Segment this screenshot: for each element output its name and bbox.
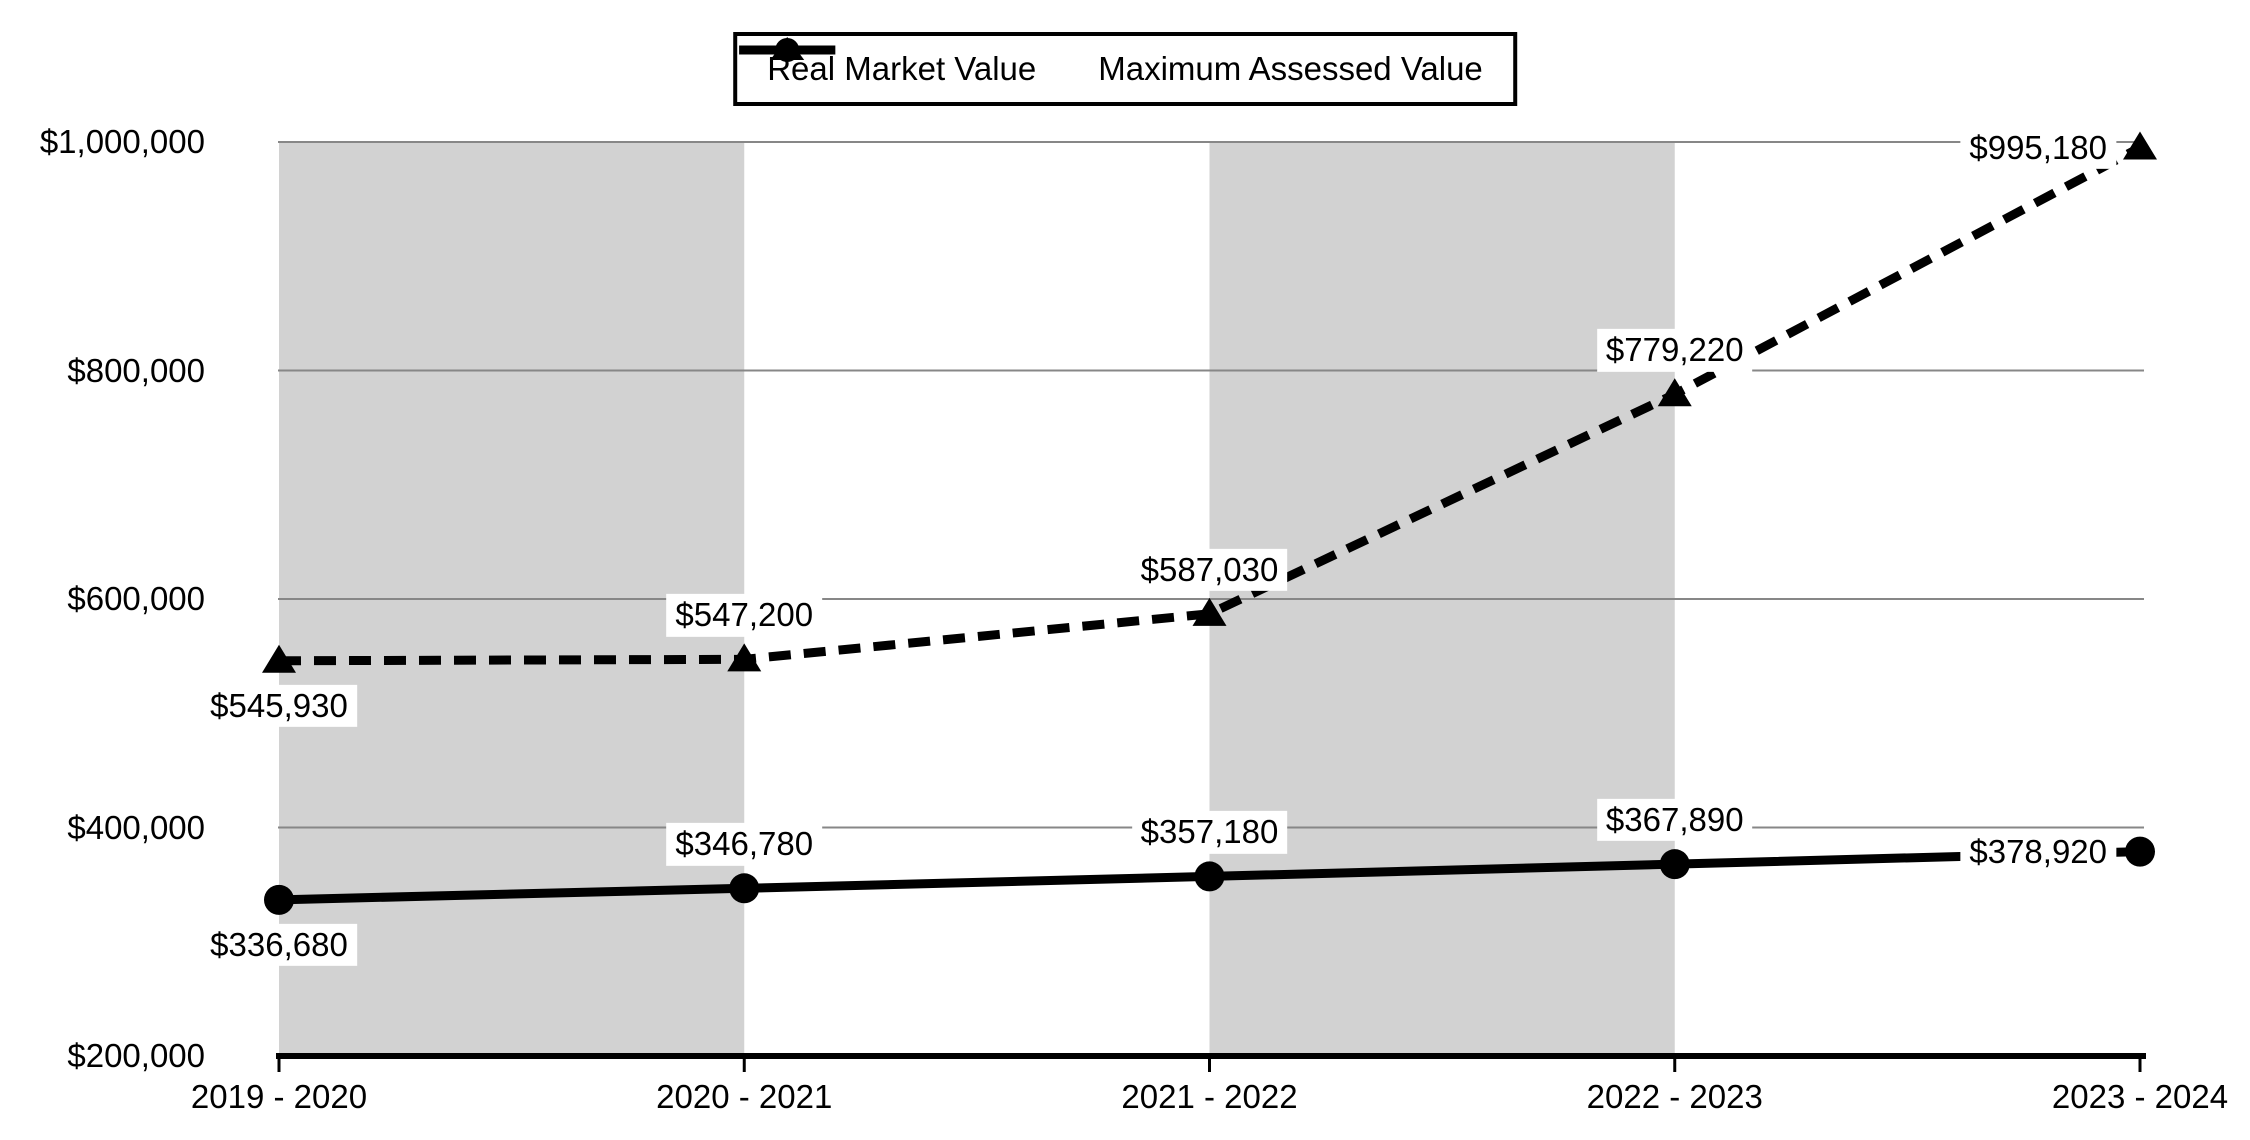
marker-circle	[264, 884, 294, 915]
x-axis-label: 2019 - 2020	[190, 1078, 368, 1115]
marker-triangle	[1192, 597, 1227, 626]
y-axis-label: $600,000	[67, 580, 205, 617]
marker-triangle	[2123, 131, 2157, 160]
data-label-maximum-assessed-value: $378,920	[1960, 830, 2116, 873]
data-label-real-market-value: $995,180	[1960, 126, 2116, 169]
data-label-real-market-value: $547,200	[666, 594, 823, 637]
data-label-real-market-value: $545,930	[201, 684, 357, 727]
data-label-real-market-value: $779,220	[1596, 329, 1753, 372]
y-axis-label: $800,000	[67, 351, 205, 389]
chart-legend: Real Market Value Maximum Assessed Value	[733, 32, 1517, 106]
y-axis-label: $200,000	[67, 1037, 205, 1074]
x-axis-label: 2023 - 2024	[2051, 1078, 2229, 1115]
x-axis-label: 2022 - 2023	[1586, 1078, 1763, 1115]
marker-circle	[729, 873, 760, 904]
marker-circle	[1659, 849, 1690, 880]
x-axis-label: 2021 - 2022	[1121, 1078, 1298, 1115]
data-label-maximum-assessed-value: $346,780	[666, 823, 823, 866]
legend-label-real-market-value: Real Market Value	[767, 50, 1037, 87]
y-axis-label: $1,000,000	[39, 123, 205, 160]
legend-item-maximum-assessed-value: Maximum Assessed Value	[739, 38, 1483, 88]
marker-circle	[2125, 836, 2155, 867]
marker-triangle	[262, 644, 296, 673]
data-label-maximum-assessed-value: $367,890	[1596, 799, 1753, 842]
legend-label-maximum-assessed-value: Maximum Assessed Value	[1098, 50, 1483, 87]
data-label-maximum-assessed-value: $336,680	[201, 923, 357, 966]
solid-line-circle-marker-icon	[739, 38, 836, 62]
marker-triangle	[1657, 378, 1692, 407]
y-axis-label: $400,000	[67, 808, 205, 846]
data-label-real-market-value: $587,030	[1131, 548, 1288, 591]
marker-triangle	[727, 643, 762, 672]
marker-circle	[1194, 861, 1225, 892]
x-axis-label: 2020 - 2021	[656, 1078, 833, 1115]
data-label-maximum-assessed-value: $357,180	[1131, 811, 1288, 854]
series-line-real-market-value	[278, 143, 2143, 666]
